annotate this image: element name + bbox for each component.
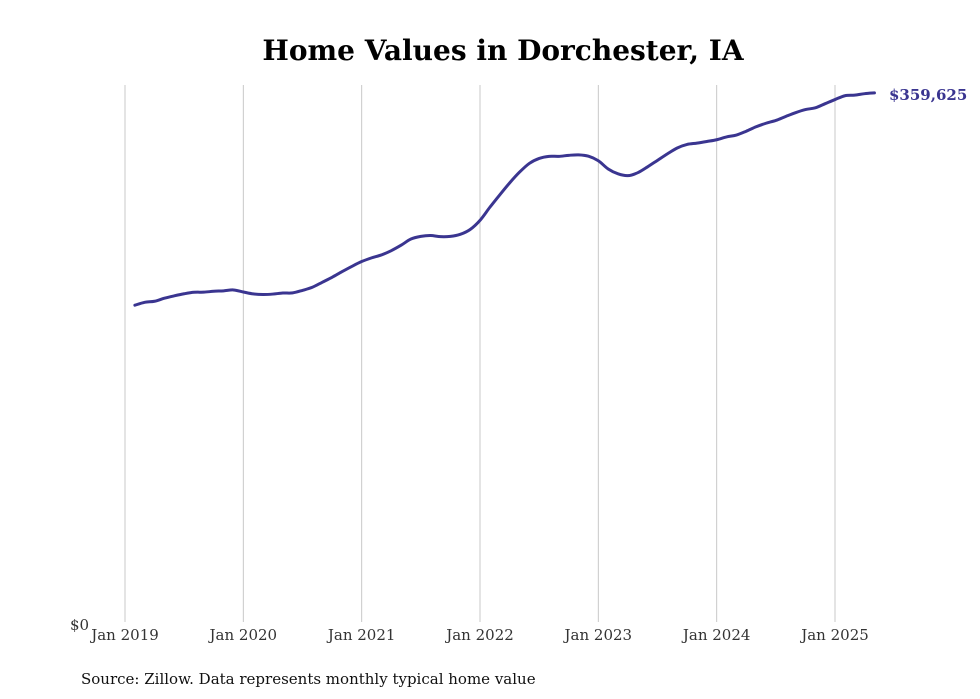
x-tick-label-1: Jan 2020 <box>208 626 278 644</box>
gridlines <box>124 85 836 622</box>
source-note: Source: Zillow. Data represents monthly … <box>81 670 536 688</box>
x-axis-ticks: Jan 2019 Jan 2020 Jan 2021 Jan 2022 Jan 2023… <box>89 626 869 644</box>
x-tick-label-5: Jan 2024 <box>681 626 751 644</box>
end-value-label: $359,625 <box>889 86 967 104</box>
x-tick-label-3: Jan 2022 <box>444 626 514 644</box>
y-zero-label: $0 <box>70 616 89 634</box>
x-tick-label-4: Jan 2023 <box>563 626 633 644</box>
x-tick-label-2: Jan 2021 <box>326 626 396 644</box>
chart-title: Home Values in Dorchester, IA <box>262 34 744 67</box>
x-tick-label-6: Jan 2025 <box>799 626 869 644</box>
x-tick-label-0: Jan 2019 <box>89 626 159 644</box>
series-line-home-value <box>133 91 876 307</box>
